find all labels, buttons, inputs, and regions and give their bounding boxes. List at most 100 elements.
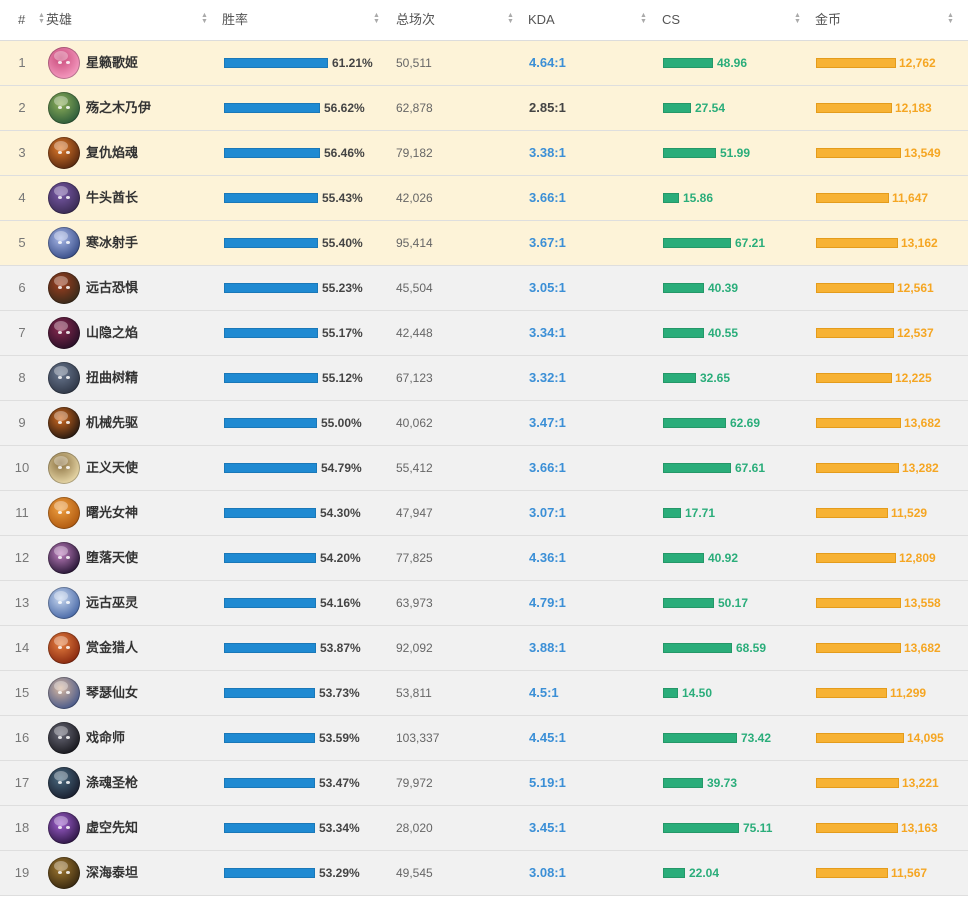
champion-avatar-malzahar-icon[interactable] — [48, 812, 80, 844]
table-row[interactable]: 13 远古巫灵 54.16% 63,973 4.79:1 50.17 13,558 — [0, 581, 968, 626]
hero-name[interactable]: 机械先驱 — [86, 415, 139, 430]
hero-name[interactable]: 远古恐惧 — [86, 280, 139, 295]
sort-icon[interactable]: ▲ ▼ — [38, 12, 45, 25]
table-row[interactable]: 3 复仇焰魂 56.46% 79,182 3.38:1 51.99 13,549 — [0, 131, 968, 176]
champion-avatar-amumu-icon[interactable] — [48, 92, 80, 124]
champion-avatar-maokai-icon[interactable] — [48, 362, 80, 394]
hero-name[interactable]: 深海泰坦 — [86, 865, 139, 880]
gold-value: 11,647 — [892, 191, 929, 205]
header-cs[interactable]: CS — [662, 12, 681, 27]
champion-avatar-sona-icon[interactable] — [48, 677, 80, 709]
sort-icon[interactable]: ▲ ▼ — [373, 12, 380, 25]
winrate-bar — [224, 733, 315, 743]
hero-name[interactable]: 山隐之焰 — [86, 325, 139, 340]
hero-name[interactable]: 扭曲树精 — [86, 370, 139, 385]
table-row[interactable]: 8 扭曲树精 55.12% 67,123 3.32:1 32.65 12,225 — [0, 356, 968, 401]
table-row[interactable]: 6 远古恐惧 55.23% 45,504 3.05:1 40.39 12,561 — [0, 266, 968, 311]
hero-name[interactable]: 虚空先知 — [86, 820, 139, 835]
rank-number: 17 — [14, 775, 30, 790]
winrate-value: 54.20% — [320, 551, 361, 565]
champion-avatar-jhin-icon[interactable] — [48, 722, 80, 754]
champion-avatar-ashe-icon[interactable] — [48, 227, 80, 259]
rank-number: 3 — [18, 145, 26, 160]
table-row[interactable]: 12 堕落天使 54.20% 77,825 4.36:1 40.92 12,809 — [0, 536, 968, 581]
gold-value: 12,809 — [899, 551, 936, 565]
hero-name[interactable]: 涤魂圣枪 — [86, 775, 139, 790]
table-row[interactable]: 1 星籁歌姬 61.21% 50,511 4.64:1 48.96 12,762 — [0, 41, 968, 86]
champion-avatar-xerath-icon[interactable] — [48, 587, 80, 619]
hero-name[interactable]: 赏金猎人 — [86, 640, 139, 655]
header-games[interactable]: 总场次 — [396, 12, 436, 27]
cs-bar — [663, 148, 716, 158]
header-winrate[interactable]: 胜率 — [222, 12, 249, 27]
winrate-bar — [224, 688, 315, 698]
winrate-bar — [224, 418, 317, 428]
table-row[interactable]: 7 山隐之焰 55.17% 42,448 3.34:1 40.55 12,537 — [0, 311, 968, 356]
cs-bar — [663, 103, 691, 113]
winrate-value: 53.73% — [319, 686, 360, 700]
winrate-value: 53.87% — [320, 641, 361, 655]
hero-name[interactable]: 正义天使 — [86, 460, 139, 475]
hero-name[interactable]: 曙光女神 — [86, 505, 139, 520]
sort-icon[interactable]: ▲ ▼ — [507, 12, 514, 25]
sort-icon[interactable]: ▲ ▼ — [640, 12, 647, 25]
champion-avatar-miss-fortune-icon[interactable] — [48, 632, 80, 664]
champion-avatar-senna-icon[interactable] — [48, 767, 80, 799]
hero-name[interactable]: 戏命师 — [86, 730, 126, 745]
hero-name[interactable]: 殇之木乃伊 — [86, 100, 152, 115]
winrate-value: 55.00% — [321, 416, 362, 430]
table-row[interactable]: 14 赏金猎人 53.87% 92,092 3.88:1 68.59 13,682 — [0, 626, 968, 671]
sort-icon[interactable]: ▲ ▼ — [794, 12, 801, 25]
hero-name[interactable]: 牛头酋长 — [86, 190, 139, 205]
header-hero[interactable]: 英雄 — [46, 12, 73, 27]
cs-bar — [663, 373, 696, 383]
gold-bar — [816, 868, 888, 878]
sort-icon[interactable]: ▲ ▼ — [201, 12, 208, 25]
sort-icon[interactable]: ▲ ▼ — [947, 12, 954, 25]
kda-value: 3.38:1 — [529, 145, 566, 160]
champion-avatar-brand-icon[interactable] — [48, 137, 80, 169]
kda-value: 3.34:1 — [529, 325, 566, 340]
hero-name[interactable]: 堕落天使 — [86, 550, 139, 565]
rank-number: 15 — [14, 685, 30, 700]
table-row[interactable]: 5 寒冰射手 55.40% 95,414 3.67:1 67.21 13,162 — [0, 221, 968, 266]
table-row[interactable]: 10 正义天使 54.79% 55,412 3.66:1 67.61 13,282 — [0, 446, 968, 491]
hero-name[interactable]: 星籁歌姬 — [86, 55, 139, 70]
cs-bar — [663, 238, 731, 248]
games-count: 47,947 — [396, 506, 433, 520]
hero-name[interactable]: 远古巫灵 — [86, 595, 139, 610]
champion-avatar-ornn-icon[interactable] — [48, 317, 80, 349]
champion-avatar-fiddlesticks-icon[interactable] — [48, 272, 80, 304]
champion-avatar-morgana-icon[interactable] — [48, 542, 80, 574]
cs-value: 73.42 — [741, 731, 772, 745]
header-gold[interactable]: 金币 — [815, 12, 842, 27]
table-row[interactable]: 4 牛头酋长 55.43% 42,026 3.66:1 15.86 11,647 — [0, 176, 968, 221]
header-rank[interactable]: # — [18, 12, 26, 27]
table-row[interactable]: 11 曙光女神 54.30% 47,947 3.07:1 17.71 11,529 — [0, 491, 968, 536]
cs-bar — [663, 463, 731, 473]
hero-name[interactable]: 复仇焰魂 — [86, 145, 139, 160]
hero-name[interactable]: 寒冰射手 — [86, 235, 139, 250]
table-row[interactable]: 9 机械先驱 55.00% 40,062 3.47:1 62.69 13,682 — [0, 401, 968, 446]
hero-name[interactable]: 琴瑟仙女 — [86, 685, 139, 700]
table-row[interactable]: 2 殇之木乃伊 56.62% 62,878 2.85:1 27.54 12,183 — [0, 86, 968, 131]
champion-avatar-leona-icon[interactable] — [48, 497, 80, 529]
champion-avatar-seraphine-icon[interactable] — [48, 47, 80, 79]
champion-avatar-viktor-icon[interactable] — [48, 407, 80, 439]
champion-avatar-nautilus-icon[interactable] — [48, 857, 80, 889]
kda-value: 4.5:1 — [529, 685, 559, 700]
table-row[interactable]: 17 涤魂圣枪 53.47% 79,972 5.19:1 39.73 13,221 — [0, 761, 968, 806]
table-row[interactable]: 19 深海泰坦 53.29% 49,545 3.08:1 22.04 11,567 — [0, 851, 968, 896]
gold-bar — [816, 823, 898, 833]
kda-value: 4.45:1 — [529, 730, 566, 745]
table-row[interactable]: 18 虚空先知 53.34% 28,020 3.45:1 75.11 13,163 — [0, 806, 968, 851]
champion-avatar-alistar-icon[interactable] — [48, 182, 80, 214]
gold-value: 13,282 — [902, 461, 939, 475]
champion-avatar-kayle-icon[interactable] — [48, 452, 80, 484]
winrate-value: 55.23% — [322, 281, 363, 295]
table-row[interactable]: 16 戏命师 53.59% 103,337 4.45:1 73.42 14,095 — [0, 716, 968, 761]
header-kda[interactable]: KDA — [528, 12, 555, 27]
winrate-bar — [224, 868, 315, 878]
winrate-value: 53.29% — [319, 866, 360, 880]
table-row[interactable]: 15 琴瑟仙女 53.73% 53,811 4.5:1 14.50 11,299 — [0, 671, 968, 716]
